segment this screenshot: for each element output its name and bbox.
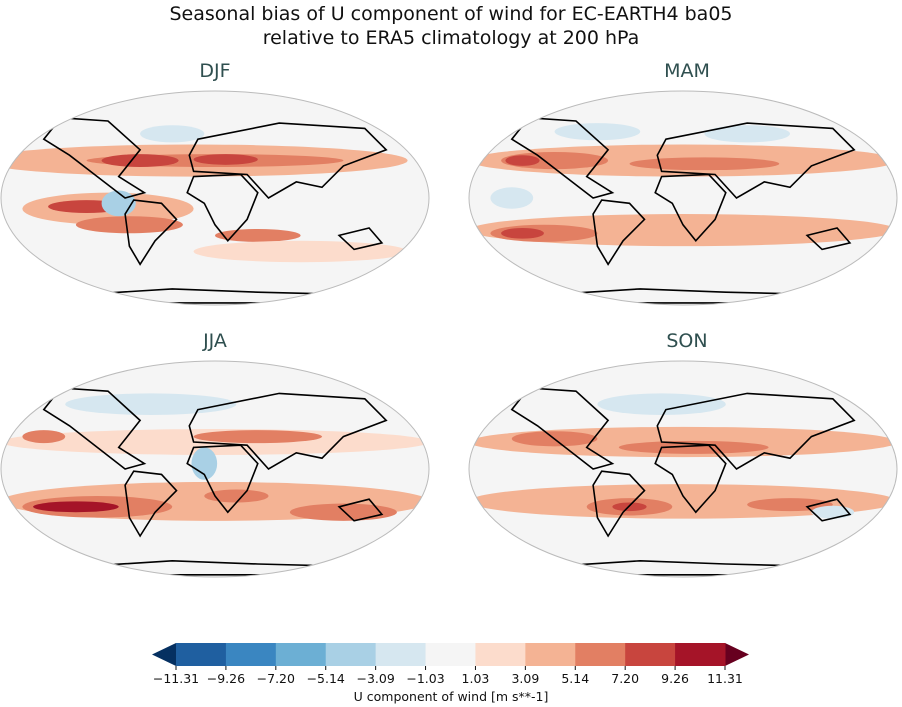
bias-contour	[704, 125, 790, 143]
coastline	[510, 387, 615, 470]
bias-contour	[618, 440, 769, 454]
map-background	[469, 91, 897, 305]
colorbar-extend-max	[725, 643, 749, 666]
coastline	[124, 199, 178, 266]
coastline	[188, 392, 388, 471]
colorbar-segment	[475, 643, 526, 666]
colorbar-segment	[275, 643, 327, 666]
figure-title-line-2: relative to ERA5 climatology at 200 hPa	[262, 27, 640, 49]
colorbar-tick-label: −5.14	[306, 671, 345, 686]
bias-contour	[140, 125, 205, 143]
map-panel-son	[468, 360, 898, 578]
bias-contour	[193, 154, 258, 165]
panel-title-djf: DJF	[199, 60, 231, 82]
bias-contour	[193, 240, 408, 263]
coastline	[188, 122, 388, 200]
figure-title-line-1: Seasonal bias of U component of wind for…	[169, 3, 733, 25]
colorbar-tick-label: 5.14	[561, 671, 590, 686]
coastline	[805, 498, 852, 522]
coastline	[656, 122, 856, 200]
colorbar-segment	[425, 643, 476, 666]
bias-contour	[597, 393, 726, 416]
colorbar-tick-label: 1.03	[461, 671, 490, 686]
bias-contour	[193, 430, 322, 444]
colorbar-tick-label: −3.09	[356, 671, 395, 686]
map-border	[0, 90, 430, 306]
coastline	[337, 227, 384, 251]
coastline	[510, 116, 615, 199]
bias-contour	[65, 393, 237, 416]
map-border	[468, 90, 898, 306]
colorbar-segment	[675, 643, 726, 666]
colorbar-segment	[225, 643, 277, 666]
coastline	[42, 116, 147, 199]
colorbar-segment	[325, 643, 377, 666]
coastline	[654, 444, 727, 514]
colorbar	[152, 643, 749, 670]
colorbar-tick-label: 7.20	[611, 671, 640, 686]
colorbar-segment	[176, 643, 227, 666]
colorbar-segment	[525, 643, 576, 666]
colorbar-tick-label: −7.20	[256, 671, 295, 686]
bias-contour	[490, 187, 534, 209]
colorbar-tick-label: 3.09	[511, 671, 540, 686]
map-background	[469, 361, 897, 577]
colorbar-extend-min	[152, 643, 176, 666]
bias-contour	[204, 489, 269, 503]
colorbar-segment	[375, 643, 427, 666]
map-panel-mam	[468, 90, 898, 306]
bias-contour	[747, 498, 833, 512]
bias-contour	[101, 190, 136, 217]
coastline	[592, 199, 646, 266]
colorbar-tick-label: −1.03	[406, 671, 445, 686]
map-panel-djf	[0, 90, 430, 306]
colorbar-tick-label: −11.31	[152, 671, 200, 686]
coastline	[186, 173, 259, 243]
coastline	[654, 173, 727, 243]
bias-contour	[75, 216, 183, 234]
bias-contour	[191, 447, 218, 480]
colorbar-tick-label: 9.26	[661, 671, 689, 686]
bias-contour	[101, 154, 179, 167]
colorbar-segment	[575, 643, 626, 666]
bias-contour	[505, 155, 540, 166]
panel-title-mam: MAM	[664, 60, 710, 82]
colorbar-tick-label: −9.26	[206, 671, 246, 686]
map-border	[0, 360, 430, 578]
map-panel-jja	[0, 360, 430, 578]
coastline	[42, 387, 147, 470]
colorbar-segment	[625, 643, 676, 666]
colorbar-label: U component of wind [m s**-1]	[353, 689, 549, 704]
panel-title-son: SON	[666, 330, 708, 352]
colorbar-tick-label: 11.31	[707, 671, 743, 686]
map-border	[468, 360, 898, 578]
coastline	[805, 227, 852, 251]
coastline	[592, 470, 646, 538]
bias-contour	[22, 430, 66, 444]
bias-contour	[501, 227, 544, 239]
bias-contour	[629, 157, 780, 171]
coastline	[337, 498, 384, 522]
coastline	[186, 444, 259, 514]
coastline	[656, 392, 856, 471]
bias-contour	[1, 429, 429, 455]
coastline	[124, 470, 178, 538]
bias-contour	[554, 123, 641, 141]
panel-title-jja: JJA	[203, 330, 227, 352]
bias-contour	[33, 501, 119, 513]
